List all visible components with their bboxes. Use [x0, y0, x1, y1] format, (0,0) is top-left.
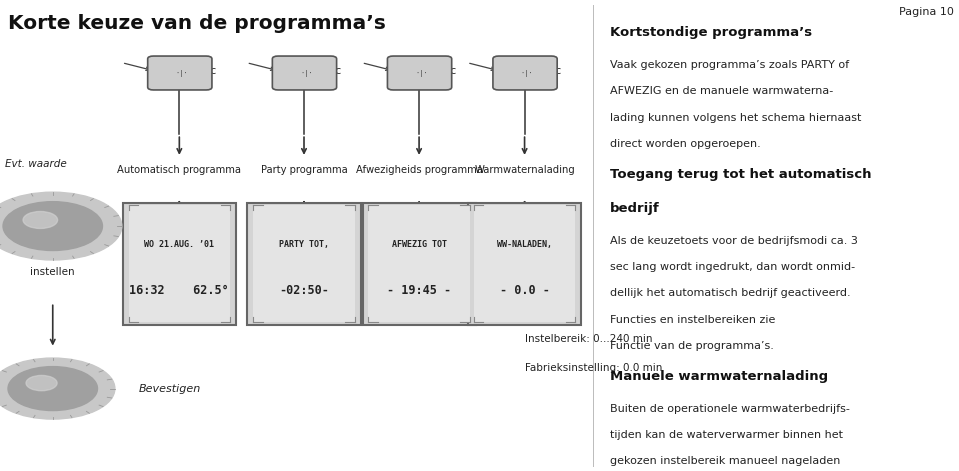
Text: - 0.0 -: - 0.0 -	[500, 284, 550, 297]
Text: 3 sec: 3 sec	[312, 65, 341, 76]
FancyBboxPatch shape	[474, 205, 575, 322]
Text: - 19:45 -: - 19:45 -	[387, 284, 451, 297]
Text: ·|·: ·|·	[300, 70, 313, 76]
Text: Party programma: Party programma	[261, 165, 347, 175]
Text: lading kunnen volgens het schema hiernaast: lading kunnen volgens het schema hiernaa…	[610, 113, 861, 122]
Text: Vaak gekozen programma’s zoals PARTY of: Vaak gekozen programma’s zoals PARTY of	[610, 60, 849, 70]
Text: ·|·: ·|·	[175, 70, 188, 76]
Text: WW-NALADEN,: WW-NALADEN,	[497, 240, 552, 249]
Circle shape	[0, 358, 115, 419]
Text: Evt. waarde: Evt. waarde	[5, 159, 66, 169]
Text: Pagina 10: Pagina 10	[900, 7, 954, 17]
Text: Toegang terug tot het automatisch: Toegang terug tot het automatisch	[610, 168, 872, 181]
Text: bedrijf: bedrijf	[610, 202, 660, 215]
FancyBboxPatch shape	[468, 203, 581, 325]
Text: ·|·: ·|·	[521, 70, 533, 76]
Text: Functie van de programma’s.: Functie van de programma’s.	[610, 341, 774, 351]
Text: 16:32    62.5°: 16:32 62.5°	[129, 284, 229, 297]
FancyBboxPatch shape	[387, 56, 452, 90]
Text: Als de keuzetoets voor de bedrijfsmodi ca. 3: Als de keuzetoets voor de bedrijfsmodi c…	[610, 236, 857, 245]
Circle shape	[26, 375, 58, 391]
Circle shape	[23, 211, 58, 228]
Circle shape	[8, 366, 98, 411]
Text: ·|·: ·|·	[415, 70, 428, 76]
FancyBboxPatch shape	[272, 56, 337, 90]
FancyBboxPatch shape	[493, 56, 557, 90]
Text: PARTY TOT,: PARTY TOT,	[279, 240, 329, 249]
Text: Buiten de operationele warmwaterbedrijfs-: Buiten de operationele warmwaterbedrijfs…	[610, 404, 850, 414]
FancyBboxPatch shape	[148, 56, 212, 90]
Circle shape	[0, 192, 122, 260]
FancyBboxPatch shape	[363, 203, 476, 325]
Text: Fabrieksinstelling: 0.0 min: Fabrieksinstelling: 0.0 min	[525, 363, 662, 373]
Text: sec lang wordt ingedrukt, dan wordt onmid-: sec lang wordt ingedrukt, dan wordt onmi…	[610, 262, 855, 272]
FancyBboxPatch shape	[129, 205, 230, 322]
Text: instellen: instellen	[31, 267, 75, 277]
Text: dellijk het automatisch bedrijf geactiveerd.: dellijk het automatisch bedrijf geactive…	[610, 288, 851, 298]
Text: AFWEZIG TOT: AFWEZIG TOT	[391, 240, 447, 249]
Text: Warmwaternalading: Warmwaternalading	[474, 165, 575, 175]
FancyBboxPatch shape	[368, 205, 470, 322]
Text: Afwezigheids programma: Afwezigheids programma	[356, 165, 482, 175]
Text: WO 21.AUG. ’01: WO 21.AUG. ’01	[145, 240, 214, 249]
Text: 3 sec: 3 sec	[427, 65, 456, 76]
Text: Functies en instelbereiken zie: Functies en instelbereiken zie	[610, 315, 775, 325]
FancyBboxPatch shape	[247, 203, 361, 325]
Text: 3 sec: 3 sec	[187, 65, 217, 76]
Text: AFWEZIG en de manuele warmwaterna-: AFWEZIG en de manuele warmwaterna-	[610, 86, 833, 96]
Text: -02:50-: -02:50-	[279, 284, 329, 297]
Text: Korte keuze van de programma’s: Korte keuze van de programma’s	[8, 14, 386, 33]
Text: Manuele warmwaternalading: Manuele warmwaternalading	[610, 370, 828, 383]
Text: 3 sec: 3 sec	[532, 65, 562, 76]
Circle shape	[3, 202, 103, 251]
Text: Automatisch programma: Automatisch programma	[117, 165, 242, 175]
FancyBboxPatch shape	[123, 203, 236, 325]
Text: gekozen instelbereik manueel nageladen: gekozen instelbereik manueel nageladen	[610, 456, 840, 466]
Text: direct worden opgeroepen.: direct worden opgeroepen.	[610, 139, 760, 149]
Text: Kortstondige programma’s: Kortstondige programma’s	[610, 26, 812, 39]
FancyBboxPatch shape	[253, 205, 355, 322]
Text: Instelbereik: 0...240 min: Instelbereik: 0...240 min	[525, 334, 652, 344]
Text: tijden kan de waterverwarmer binnen het: tijden kan de waterverwarmer binnen het	[610, 430, 843, 440]
Text: Bevestigen: Bevestigen	[139, 383, 201, 394]
